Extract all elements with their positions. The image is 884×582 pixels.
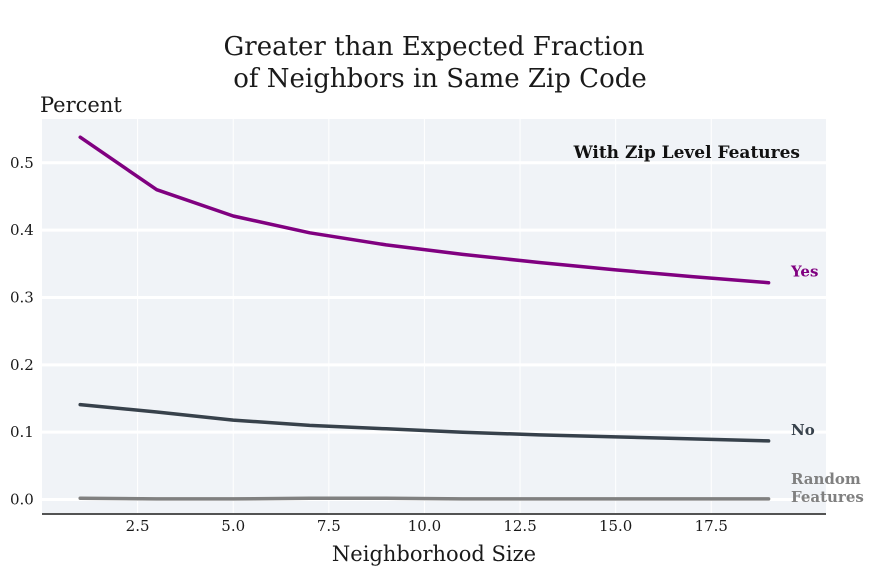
y-tick-label: 0.3 (10, 288, 34, 306)
series-layer (78, 135, 771, 501)
x-tick-label: 17.5 (695, 517, 728, 535)
x-tick-label: 12.5 (503, 517, 536, 535)
y-tick-label: 0.5 (10, 154, 34, 172)
y-tick-label: 0.0 (10, 491, 34, 509)
plot-area (42, 119, 826, 513)
x-tick-label: 5.0 (221, 517, 245, 535)
x-tick-label: 2.5 (126, 517, 150, 535)
x-tick-label: 10.0 (408, 517, 441, 535)
x-axis-title: Neighborhood Size (332, 542, 536, 566)
chart-annotation: With Zip Level Features (573, 143, 800, 163)
series-line-random-features (78, 496, 771, 501)
y-tick-label: 0.1 (10, 423, 34, 441)
y-axis-ticks: 0.0 0.1 0.2 0.3 0.4 0.5 (10, 154, 34, 509)
series-line-no (78, 402, 771, 443)
series-label-random-features: Features (791, 488, 864, 506)
series-label-no: No (791, 421, 815, 439)
y-axis-title: Percent (40, 93, 122, 117)
series-line-yes (78, 135, 771, 285)
x-tick-label: 15.0 (599, 517, 632, 535)
y-tick-label: 0.2 (10, 356, 34, 374)
x-tick-label: 7.5 (317, 517, 341, 535)
series-label-yes: Yes (790, 263, 818, 281)
chart-title-line-1: Greater than Expected Fraction (224, 32, 645, 62)
y-tick-label: 0.4 (10, 221, 34, 239)
x-axis-ticks: 2.5 5.0 7.5 10.0 12.5 15.0 17.5 (126, 517, 728, 535)
series-label-random-features: Random (791, 470, 861, 488)
chart-title-line-2: of Neighbors in Same Zip Code (233, 64, 647, 94)
